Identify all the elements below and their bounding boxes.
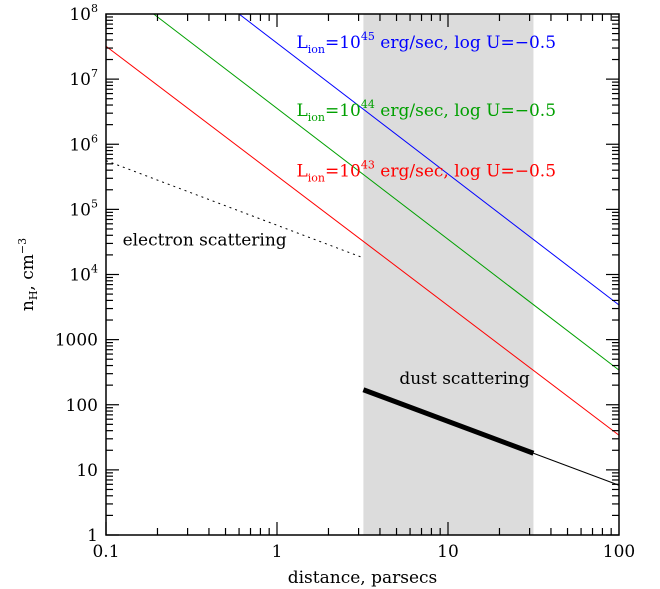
y-axis-label-sub: H	[27, 291, 40, 301]
annotation-dust-scattering: dust scattering	[399, 369, 529, 389]
shaded-region-layer	[363, 14, 534, 535]
x-tick-label: 1	[272, 542, 283, 562]
y-axis-label-main: n	[18, 300, 38, 311]
series-line-5	[362, 387, 535, 456]
annotation-lion-45: Lion=1045 erg/sec, log U=−0.5	[296, 30, 556, 56]
y-tick-label: 100	[66, 396, 98, 416]
annotation-lion-43: Lion=1043 erg/sec, log U=−0.5	[296, 158, 556, 184]
x-tick-label: 10	[437, 542, 459, 562]
series-line-2	[153, 13, 620, 371]
series-line-6	[533, 452, 620, 486]
y-axis-label-sup: −3	[16, 238, 29, 254]
y-tick-label: 10	[76, 461, 98, 481]
y-axis-label-rest: , cm	[18, 254, 38, 290]
y-tick-label: 105	[69, 197, 98, 220]
annotation-electron-scattering: electron scattering	[123, 230, 287, 250]
series-layer	[105, 13, 620, 486]
y-tick-label: 104	[69, 263, 98, 286]
annotation-layer: Lion=1045 erg/sec, log U=−0.5 Lion=1044 e…	[123, 30, 556, 389]
x-axis-label: distance, parsecs	[288, 568, 438, 588]
series-line-1	[238, 13, 620, 306]
tick-layer	[105, 14, 619, 536]
x-tick-label: 0.1	[92, 542, 119, 562]
y-tick-label: 108	[69, 2, 98, 25]
y-axis-label: nH, cm−3	[16, 238, 40, 311]
series-line-4	[105, 160, 364, 259]
shaded-region	[363, 14, 534, 535]
y-tick-label: 107	[69, 67, 98, 90]
y-tick-label: 1	[87, 526, 98, 546]
annotation-lion-44: Lion=1044 erg/sec, log U=−0.5	[296, 98, 556, 124]
y-tick-label: 106	[69, 132, 98, 155]
y-tick-label: 1000	[55, 331, 98, 351]
x-tick-label: 100	[603, 542, 635, 562]
series-line-3	[105, 45, 620, 436]
